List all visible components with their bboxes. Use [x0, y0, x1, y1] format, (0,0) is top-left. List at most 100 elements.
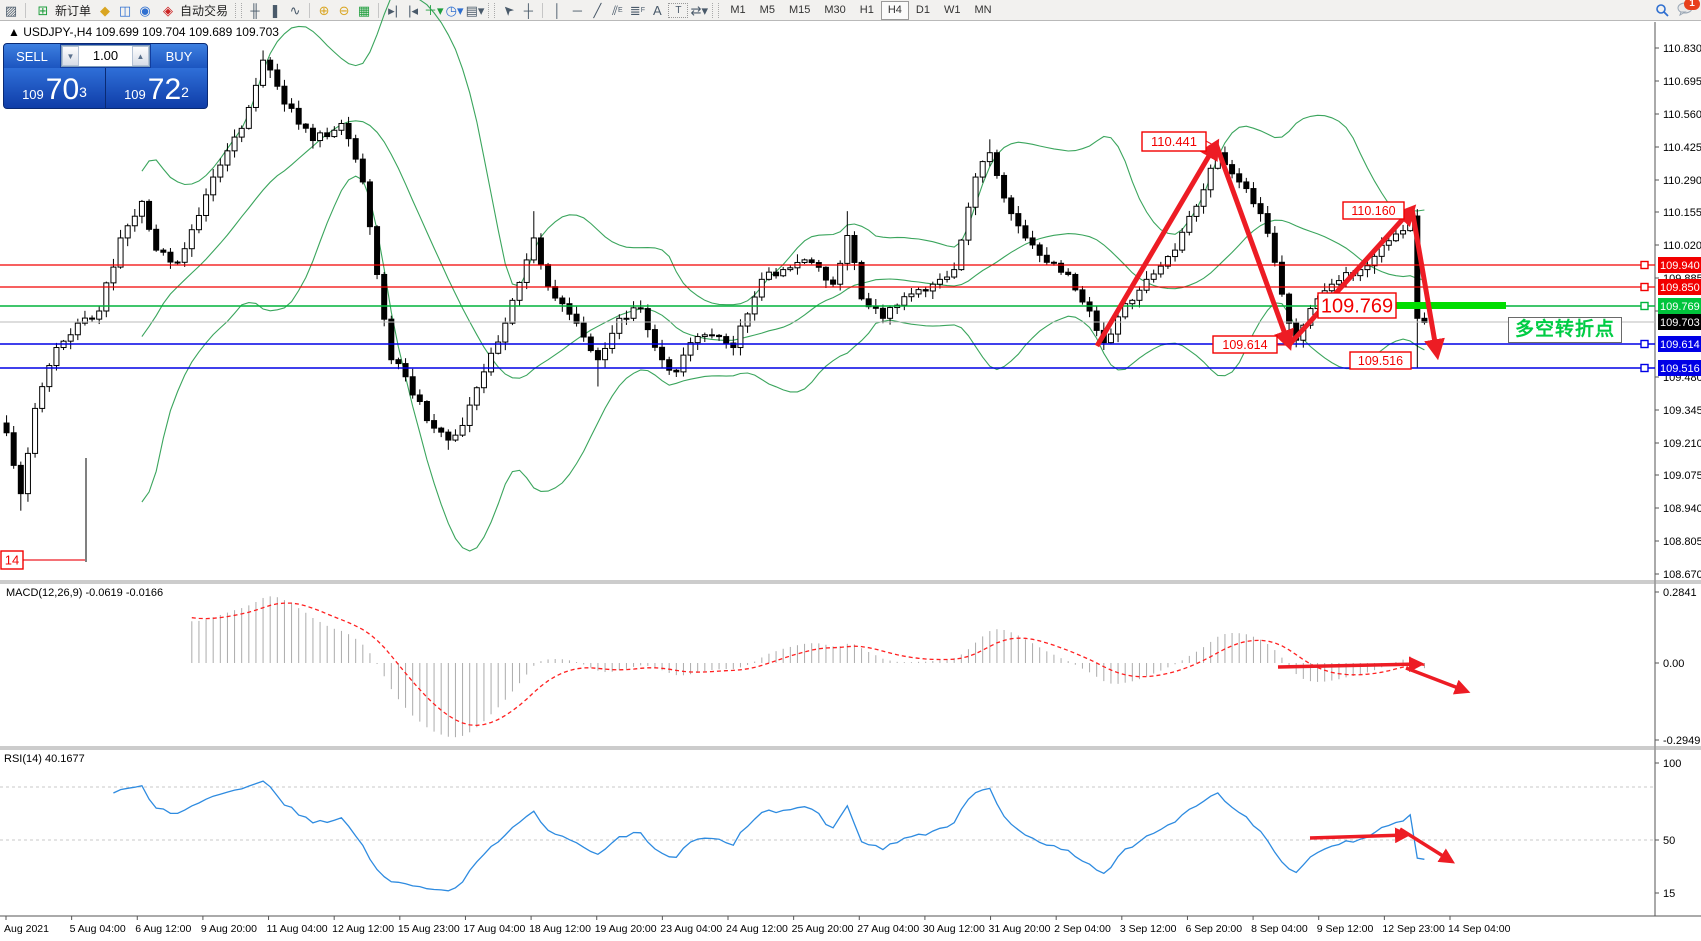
- candle-body: [366, 181, 373, 228]
- hline-handle-support-109614[interactable]: [1640, 339, 1649, 349]
- candle-body: [381, 273, 388, 320]
- timeframe-m1[interactable]: M1: [730, 3, 746, 16]
- chart-window-icon[interactable]: ▨: [4, 2, 18, 18]
- search-icon[interactable]: [1653, 2, 1671, 19]
- candle-body: [837, 262, 844, 285]
- macd-annotation-arrow-1[interactable]: [1277, 656, 1425, 673]
- timeframe-d1[interactable]: D1: [915, 3, 930, 16]
- zoom-out-icon[interactable]: ⊖: [338, 2, 350, 18]
- volume-decrease-button[interactable]: ▼: [62, 46, 79, 66]
- market-watch-icon[interactable]: ◆: [100, 2, 111, 18]
- hline-handle-resistance-109940[interactable]: [1640, 260, 1649, 270]
- candle-body: [822, 266, 829, 281]
- trend-arrow-3[interactable]: [1287, 204, 1417, 347]
- time-tick-label: 9 Sep 12:00: [1317, 923, 1374, 935]
- timeframe-h4[interactable]: H4: [880, 0, 909, 20]
- trend-arrow-1[interactable]: [1094, 138, 1220, 348]
- autotrade-button[interactable]: ◈ 自动交易: [156, 2, 231, 19]
- zoom-in-icon[interactable]: ⊕: [318, 2, 330, 18]
- arrows-tool-icon[interactable]: ⇄▾: [690, 2, 709, 18]
- time-tick-label: 12 Aug 12:00: [332, 923, 394, 935]
- time-tick-label: 2 Sep 04:00: [1054, 923, 1111, 935]
- sell-price-display[interactable]: 109 70 3: [4, 68, 105, 108]
- buy-price-display[interactable]: 109 72 2: [106, 68, 207, 108]
- candle-body: [1157, 265, 1164, 275]
- volume-increase-button[interactable]: ▲: [132, 46, 149, 66]
- candle-body: [124, 225, 131, 239]
- buy-button[interactable]: BUY: [151, 44, 207, 68]
- hline-handle-pivot-109769[interactable]: [1640, 301, 1649, 311]
- trend-arrow-2[interactable]: [1213, 143, 1294, 351]
- navigator-icon[interactable]: ◫: [118, 2, 132, 18]
- price-label-box[interactable]: [0, 550, 24, 570]
- timeframe-m5[interactable]: M5: [759, 3, 775, 16]
- timeframe-h1[interactable]: H1: [859, 3, 874, 16]
- hline-handle-support-109516[interactable]: [1640, 363, 1649, 373]
- rsi-line: [113, 780, 1425, 892]
- candle-body: [224, 150, 231, 166]
- price-label-box[interactable]: [1342, 201, 1405, 220]
- rsi-annotation-arrow-1[interactable]: [1309, 827, 1411, 844]
- toolbar-grip: [712, 2, 720, 18]
- candle-body: [730, 342, 737, 349]
- timeframe-row: M1 M5 M15 M30 H1 H4 D1 W1 MN: [723, 0, 998, 20]
- candle-body: [3, 422, 10, 434]
- auto-scroll-icon[interactable]: ▸|: [388, 2, 398, 18]
- volume-value[interactable]: 1.00: [92, 48, 119, 63]
- price-badge: [1658, 360, 1701, 376]
- timeframe-w1[interactable]: W1: [943, 3, 961, 16]
- period-clock-icon[interactable]: ◷▾: [445, 2, 464, 18]
- crosshair-icon[interactable]: ┼: [523, 2, 533, 18]
- vertical-line-icon[interactable]: │: [553, 2, 562, 18]
- candle-body: [844, 235, 851, 264]
- text-icon[interactable]: A: [653, 2, 662, 18]
- macd-signal-line: [191, 602, 1425, 727]
- price-label-box[interactable]: [1317, 292, 1397, 319]
- tile-windows-icon[interactable]: ▦: [357, 2, 371, 18]
- candle-body: [1036, 244, 1043, 256]
- timeframe-m15[interactable]: M15: [788, 3, 811, 16]
- timeframe-m30[interactable]: M30: [824, 3, 846, 16]
- sell-button[interactable]: SELL: [4, 44, 60, 68]
- trendline-icon[interactable]: ╱: [593, 2, 602, 18]
- line-chart-icon[interactable]: ∿: [289, 2, 301, 18]
- chart-background: [0, 22, 1701, 941]
- trend-arrow-4[interactable]: [1409, 208, 1445, 361]
- template-icon[interactable]: ▤▾: [465, 2, 485, 18]
- price-label-box[interactable]: [1212, 335, 1278, 354]
- macd-axis-label: -0.2949: [1663, 735, 1700, 747]
- candle-body: [395, 359, 402, 365]
- candle-body: [1200, 189, 1207, 207]
- bar-chart-icon[interactable]: ╫: [250, 2, 260, 18]
- pivot-note-label[interactable]: 多空转折点: [1508, 317, 1622, 343]
- price-badge: [1658, 257, 1701, 273]
- time-tick-label: Aug 2021: [4, 923, 49, 935]
- equidistant-channel-icon[interactable]: ⫽ E: [612, 2, 623, 18]
- horizontal-line-icon[interactable]: ─: [572, 2, 582, 18]
- toolbar-separator: [25, 2, 26, 18]
- price-label-box[interactable]: [1141, 131, 1207, 152]
- signals-icon[interactable]: ◉: [139, 2, 151, 18]
- candle-body: [245, 106, 252, 129]
- macd-annotation-arrow-2[interactable]: [1405, 666, 1471, 695]
- candle-body: [1072, 273, 1079, 291]
- price-label-box[interactable]: [1349, 351, 1412, 370]
- fibonacci-icon[interactable]: ≣ F: [629, 2, 645, 18]
- candle-body: [1250, 188, 1257, 205]
- rsi-annotation-arrow-2[interactable]: [1399, 827, 1456, 864]
- time-tick-label: 12 Sep 23:00: [1382, 923, 1445, 935]
- price-tick-label: 110.560: [1663, 109, 1701, 121]
- text-label-icon[interactable]: T: [668, 2, 689, 18]
- pivot-highlight-bar[interactable]: [1396, 302, 1506, 309]
- hline-handle-resistance-109850[interactable]: [1640, 282, 1649, 292]
- timeframe-mn[interactable]: MN: [974, 3, 992, 16]
- toolbar-separator: [309, 2, 311, 18]
- new-order-button[interactable]: ⊞ 新订单: [31, 2, 94, 19]
- chart-shift-icon[interactable]: |◂: [408, 2, 418, 18]
- candle-body: [252, 84, 259, 108]
- candle-body: [295, 107, 302, 125]
- candlestick-chart-icon[interactable]: ❚: [269, 2, 281, 18]
- chat-button[interactable]: 1: [1677, 0, 1700, 19]
